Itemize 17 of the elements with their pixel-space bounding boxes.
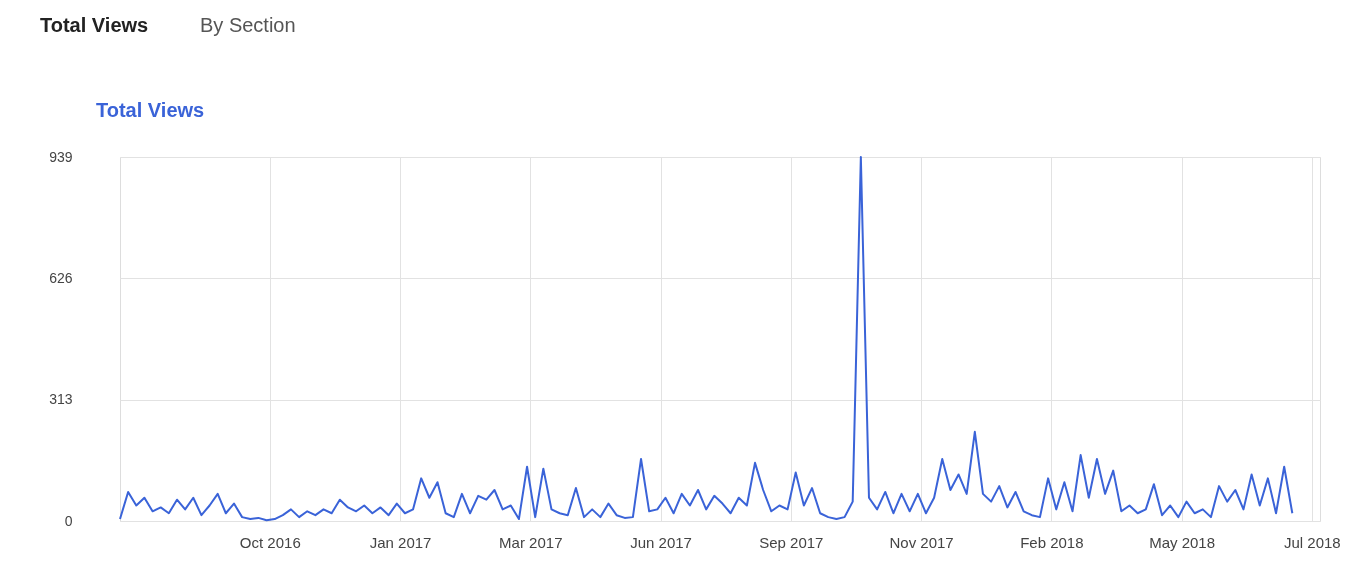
x-tick-label: Nov 2017: [889, 533, 954, 551]
x-tick-label: May 2018: [1149, 533, 1216, 551]
x-tick-label: Sep 2017: [759, 533, 824, 551]
x-tick-label: Jul 2018: [1284, 533, 1341, 551]
line-series: [119, 156, 1294, 522]
chart-title: Total Views: [96, 99, 205, 121]
x-tick-label: Jan 2017: [369, 533, 432, 551]
text: Total Views: [40, 14, 149, 36]
x-tick-label: Mar 2017: [499, 533, 563, 551]
y-tick-label: 939: [49, 148, 73, 165]
y-tick-label: 0: [64, 512, 73, 529]
y-tick-label: 626: [49, 269, 73, 286]
x-tick-label: Oct 2016: [239, 533, 301, 551]
y-tick-label: 313: [49, 391, 73, 408]
text: By Section: [200, 14, 296, 36]
x-tick-label: Feb 2018: [1020, 533, 1084, 551]
x-tick-label: Jun 2017: [630, 533, 692, 551]
